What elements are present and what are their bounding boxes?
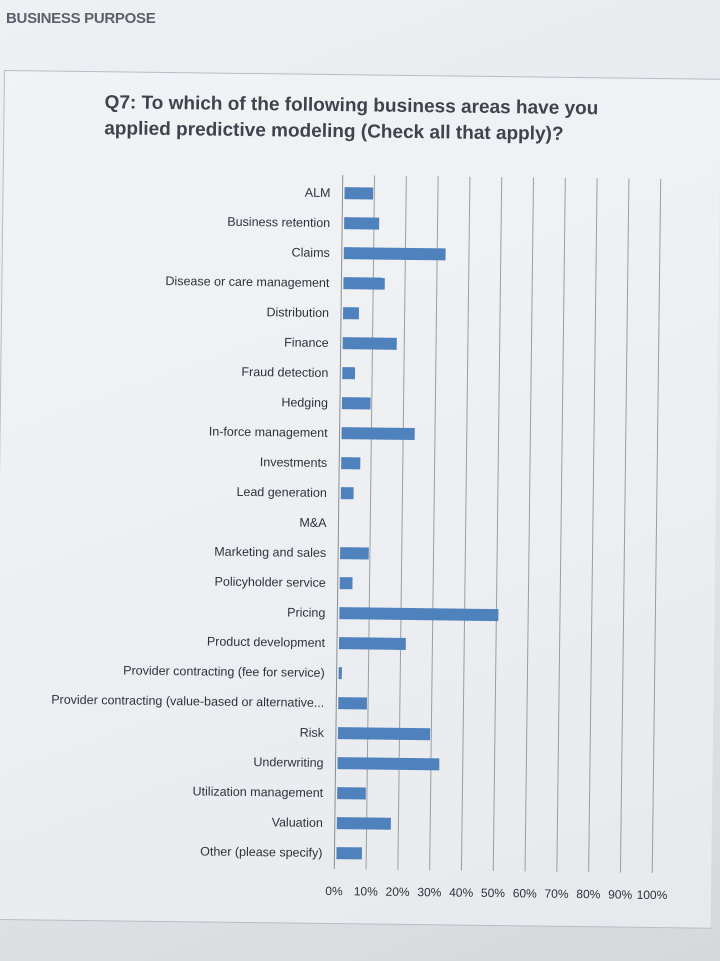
category-label: Lead generation xyxy=(236,485,327,500)
category-label: Disease or care management xyxy=(165,274,330,290)
x-tick-label: 60% xyxy=(513,886,538,900)
gridline xyxy=(556,177,566,872)
category-label: Product development xyxy=(207,635,326,650)
bar xyxy=(336,817,391,830)
bar xyxy=(337,727,431,741)
bar xyxy=(342,367,356,380)
section-label: BUSINESS PURPOSE xyxy=(6,10,156,27)
category-label: Finance xyxy=(284,335,329,350)
gridline xyxy=(397,175,407,870)
gridline xyxy=(588,178,598,873)
category-label: Distribution xyxy=(266,305,329,320)
category-label: Risk xyxy=(300,726,325,740)
bar xyxy=(338,667,342,680)
bar xyxy=(342,307,360,320)
bar xyxy=(344,217,380,230)
bar xyxy=(339,607,499,622)
category-label: Hedging xyxy=(281,395,328,410)
x-tick-label: 50% xyxy=(481,886,506,900)
category-label: Business retention xyxy=(227,215,330,230)
x-tick-label: 90% xyxy=(608,887,633,901)
bar xyxy=(344,187,374,200)
bar xyxy=(338,697,367,710)
gridline xyxy=(651,179,662,873)
gridline xyxy=(333,175,344,870)
x-tick-label: 70% xyxy=(544,887,569,901)
gridline xyxy=(524,177,535,872)
gridline xyxy=(492,177,503,872)
bar xyxy=(339,577,353,590)
x-tick-label: 0% xyxy=(325,884,343,898)
bar xyxy=(341,427,415,441)
bar xyxy=(340,547,369,560)
bar xyxy=(343,277,385,290)
bar xyxy=(337,787,366,800)
bar xyxy=(338,637,406,650)
category-label: Fraud detection xyxy=(241,365,328,380)
category-label: M&A xyxy=(299,516,327,530)
category-label: In-force management xyxy=(209,425,329,440)
gridline xyxy=(619,178,630,873)
category-label: Provider contracting (value-based or alt… xyxy=(51,693,324,710)
x-tick-label: 80% xyxy=(576,887,601,901)
bar xyxy=(342,337,397,350)
category-label: Claims xyxy=(292,246,330,260)
x-tick-label: 100% xyxy=(637,888,668,902)
category-label: ALM xyxy=(305,186,331,200)
bar xyxy=(336,847,362,860)
category-label: Marketing and sales xyxy=(214,545,326,560)
chart-panel: Q7: To which of the following business a… xyxy=(0,70,720,929)
bar xyxy=(340,487,354,500)
category-label: Underwriting xyxy=(253,755,323,770)
x-tick-label: 30% xyxy=(417,885,442,899)
category-label: Utilization management xyxy=(192,784,323,800)
bar xyxy=(341,397,371,410)
gridline xyxy=(365,175,376,870)
bar xyxy=(343,247,446,261)
gridline xyxy=(460,176,471,871)
x-tick-label: 10% xyxy=(354,884,379,898)
bar xyxy=(341,457,361,470)
x-tick-label: 40% xyxy=(449,886,474,900)
category-label: Provider contracting (fee for service) xyxy=(123,664,325,680)
category-label: Investments xyxy=(260,455,328,470)
category-label: Policyholder service xyxy=(215,575,326,590)
bar-chart: 0% 10% 20% 30% 40% 50% 60% 70% 80% 90% 100% ALM Busi… xyxy=(51,175,668,902)
category-label: Valuation xyxy=(272,815,323,830)
category-label: Other (please specify) xyxy=(200,844,322,859)
bar xyxy=(337,757,440,771)
gridline xyxy=(429,176,439,871)
x-tick-label: 20% xyxy=(385,885,410,899)
category-label: Pricing xyxy=(287,606,325,620)
